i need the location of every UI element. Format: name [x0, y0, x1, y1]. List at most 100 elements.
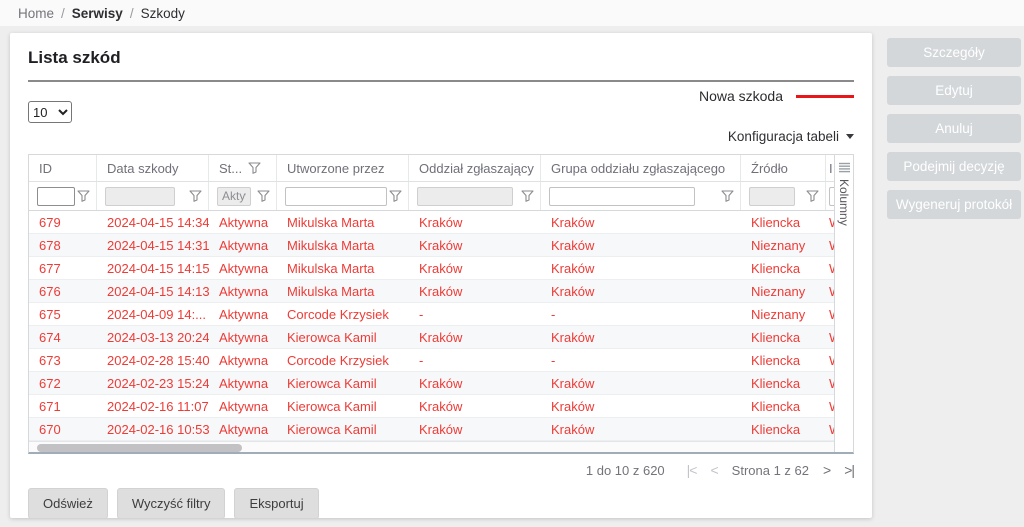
table-row[interactable]: 670 2024-02-16 10:53 Aktywna Kierowca Kamil…: [29, 418, 834, 441]
filter-input-status[interactable]: [217, 186, 251, 206]
cell-grupa-oddzialu: -: [551, 352, 556, 368]
breadcrumb: Home / Serwisy / Szkody: [0, 0, 1024, 26]
column-header-extra[interactable]: I: [826, 155, 834, 181]
filter-funnel-icon[interactable]: [521, 190, 534, 202]
column-header-zrodlo[interactable]: Źródło: [741, 155, 826, 181]
cell-grupa-oddzialu: Kraków: [551, 329, 595, 345]
breadcrumb-item-home[interactable]: Home: [18, 6, 55, 21]
cell-extra: W: [826, 376, 834, 391]
last-page-icon[interactable]: >|: [844, 462, 855, 478]
cell-zrodlo: Nieznany: [751, 306, 806, 322]
page-title: Lista szkód: [28, 48, 121, 67]
first-page-icon[interactable]: |<: [686, 462, 698, 478]
footer-action-1[interactable]: Wyczyść filtry: [116, 488, 226, 518]
table-header-row: ID Data szkody St... Utworzone przez Oddział…: [29, 155, 834, 182]
cell-data-szkody: 2024-03-13 20:24: [107, 329, 209, 345]
horizontal-scrollbar[interactable]: [29, 441, 834, 452]
table-row[interactable]: 675 2024-04-09 14:... Aktywna Corcode Krzys…: [29, 303, 834, 326]
cell-extra: W: [826, 215, 834, 230]
column-header-label: I: [829, 160, 833, 176]
cell-utworzone-przez: Kierowca Kamil: [287, 398, 377, 414]
cell-id: 675: [39, 306, 61, 322]
filter-funnel-icon[interactable]: [248, 162, 261, 174]
table-row[interactable]: 674 2024-03-13 20:24 Aktywna Kierowca Kamil…: [29, 326, 834, 349]
grip-icon: [838, 162, 850, 173]
side-action-3[interactable]: Podejmij decyzję: [887, 152, 1021, 181]
columns-panel-label: Kolumny: [837, 179, 851, 226]
column-header-grupa-oddzialu[interactable]: Grupa oddziału zgłaszającego: [541, 155, 741, 181]
table-row[interactable]: 673 2024-02-28 15:40 Aktywna Corcode Krzysi…: [29, 349, 834, 372]
column-header-status[interactable]: St...: [209, 155, 277, 181]
cell-extra: W: [826, 353, 834, 368]
filter-funnel-icon[interactable]: [806, 190, 819, 202]
breadcrumb-item-serwisy[interactable]: Serwisy: [71, 6, 123, 21]
cell-utworzone-przez: Kierowca Kamil: [287, 329, 377, 345]
filter-funnel-icon[interactable]: [77, 190, 90, 202]
column-header-oddzial-zglaszajacy[interactable]: Oddział zgłaszający: [409, 155, 541, 181]
column-header-id[interactable]: ID: [29, 155, 97, 181]
table-row[interactable]: 678 2024-04-15 14:31 Aktywna Mikulska Marta…: [29, 234, 834, 257]
scrollbar-thumb[interactable]: [37, 444, 242, 452]
table-row[interactable]: 676 2024-04-15 14:13 Aktywna Mikulska Marta…: [29, 280, 834, 303]
new-damage-underline: [796, 94, 854, 98]
cell-id: 674: [39, 329, 61, 345]
filter-input-grupa-oddzialu[interactable]: [549, 186, 695, 206]
filter-input-id[interactable]: [37, 186, 75, 206]
cell-id: 678: [39, 237, 61, 253]
cell-id: 679: [39, 214, 61, 230]
columns-panel-tab[interactable]: Kolumny: [834, 155, 853, 452]
side-action-0[interactable]: Szczegóły: [887, 38, 1021, 67]
cell-zrodlo: Nieznany: [751, 283, 806, 299]
footer-action-0[interactable]: Odśwież: [28, 488, 108, 518]
cell-oddzial-zglaszajacy: Kraków: [419, 214, 463, 230]
filter-funnel-icon[interactable]: [189, 190, 202, 202]
cell-data-szkody: 2024-02-16 11:07: [107, 398, 209, 414]
side-action-1[interactable]: Edytuj: [887, 76, 1021, 105]
new-damage-action[interactable]: Nowa szkoda: [699, 88, 854, 104]
cell-status: Aktywna: [219, 214, 269, 230]
cell-zrodlo: Kliencka: [751, 329, 801, 345]
new-damage-link[interactable]: Nowa szkoda: [698, 88, 783, 104]
cell-status: Aktywna: [219, 260, 269, 276]
filter-input-data-szkody[interactable]: [105, 186, 175, 206]
cell-zrodlo: Nieznany: [751, 237, 806, 253]
footer-action-2[interactable]: Eksportuj: [234, 488, 319, 518]
filter-cell-id: [29, 182, 97, 210]
cell-oddzial-zglaszajacy: Kraków: [419, 237, 463, 253]
table-row[interactable]: 672 2024-02-23 15:24 Aktywna Kierowca Kamil…: [29, 372, 834, 395]
cell-oddzial-zglaszajacy: -: [419, 352, 424, 368]
next-page-icon[interactable]: >: [823, 462, 831, 478]
title-divider: [28, 80, 854, 82]
cell-data-szkody: 2024-04-15 14:31: [107, 237, 209, 253]
table-config-dropdown[interactable]: Konfiguracja tabeli: [28, 126, 854, 146]
filter-funnel-icon[interactable]: [389, 190, 402, 202]
page-size-select[interactable]: 10: [28, 101, 72, 123]
column-header-data-szkody[interactable]: Data szkody: [97, 155, 209, 181]
table-config-label[interactable]: Konfiguracja tabeli: [727, 128, 839, 144]
previous-page-icon[interactable]: <: [710, 462, 718, 478]
filter-input-utworzone-przez[interactable]: [285, 186, 387, 206]
cell-oddzial-zglaszajacy: Kraków: [419, 421, 463, 437]
filter-funnel-icon[interactable]: [721, 190, 734, 202]
breadcrumb-item-szkody: Szkody: [140, 6, 185, 21]
filter-input-extra[interactable]: [829, 186, 834, 206]
cell-extra: W: [826, 307, 834, 322]
column-header-label: Data szkody: [107, 160, 179, 176]
table-row[interactable]: 677 2024-04-15 14:15 Aktywna Mikulska Marta…: [29, 257, 834, 280]
column-header-utworzone-przez[interactable]: Utworzone przez: [277, 155, 409, 181]
table-row[interactable]: 671 2024-02-16 11:07 Aktywna Kierowca Kamil…: [29, 395, 834, 418]
cell-oddzial-zglaszajacy: Kraków: [419, 375, 463, 391]
table-row[interactable]: 679 2024-04-15 14:34 Aktywna Mikulska Marta…: [29, 211, 834, 234]
filter-input-zrodlo[interactable]: [749, 186, 795, 206]
column-header-label: Źródło: [751, 160, 788, 176]
damage-list-card: Lista szkód 10 Nowa szkoda Konfiguracja …: [10, 33, 872, 518]
cell-id: 673: [39, 352, 61, 368]
filter-funnel-icon[interactable]: [257, 190, 270, 202]
pager: |< < Strona 1 z 62 > >|: [686, 462, 855, 478]
cell-grupa-oddzialu: Kraków: [551, 283, 595, 299]
cell-data-szkody: 2024-04-15 14:13: [107, 283, 209, 299]
cell-data-szkody: 2024-04-15 14:15: [107, 260, 209, 276]
filter-input-oddzial-zglaszajacy[interactable]: [417, 186, 513, 206]
side-action-4[interactable]: Wygeneruj protokół: [887, 190, 1021, 219]
side-action-2[interactable]: Anuluj: [887, 114, 1021, 143]
